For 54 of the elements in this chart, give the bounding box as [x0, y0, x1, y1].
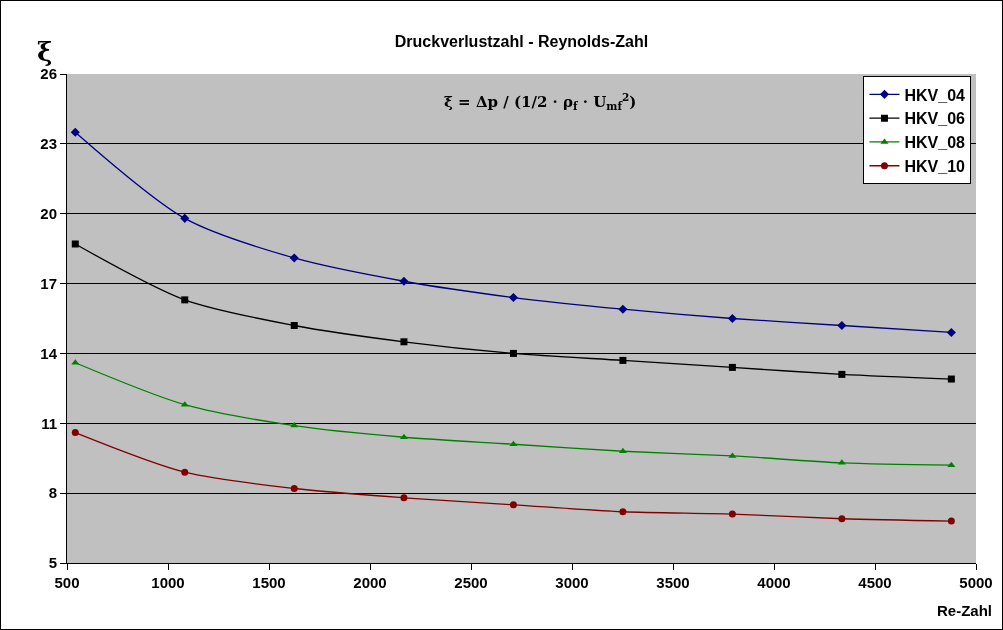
point — [399, 433, 408, 440]
point — [400, 338, 408, 346]
legend-label: HKV_08 — [904, 134, 966, 152]
point — [290, 484, 298, 492]
chart-title: Druckverlustzahl - Reynolds-Zahl — [394, 33, 649, 51]
x-tick-label: 3500 — [656, 574, 690, 591]
point — [400, 494, 408, 502]
point — [508, 292, 518, 303]
point — [181, 468, 189, 476]
y-tick-label: 23 — [40, 135, 57, 153]
x-tick-label: 2000 — [353, 574, 387, 591]
y-axis-title: ξ — [37, 37, 53, 67]
x-tick-label: 500 — [54, 574, 80, 591]
point — [837, 320, 847, 331]
point — [509, 501, 517, 509]
y-tick-label: 14 — [40, 344, 58, 362]
point — [70, 127, 80, 137]
annotation: ξ = Δp / (1/2 · ρ$_{f}$ · U$_{mf}$$^{2}$) — [444, 91, 637, 113]
x-tick-label: 2500 — [454, 574, 488, 591]
legend-label: HKV_04 — [904, 86, 966, 104]
x-tick-label: 4000 — [757, 574, 791, 591]
y-tick-label: 20 — [40, 204, 57, 222]
x-tick-label: 3000 — [555, 574, 589, 591]
point — [838, 515, 846, 523]
x-tick-label: 5000 — [959, 574, 993, 591]
y-tick-label: 11 — [41, 414, 57, 432]
point — [947, 375, 955, 383]
point — [180, 213, 190, 223]
point — [947, 517, 955, 525]
point — [399, 276, 409, 286]
point — [838, 370, 846, 378]
point — [181, 296, 189, 304]
x-tick-label: 1500 — [252, 574, 286, 591]
legend-label: HKV_10 — [904, 157, 966, 175]
y-tick-label: 26 — [40, 65, 57, 83]
point — [71, 429, 79, 437]
point — [509, 349, 517, 357]
y-tick-label: 17 — [40, 274, 57, 292]
point — [71, 240, 79, 248]
point — [946, 327, 956, 338]
y-tick-label: 8 — [48, 484, 57, 502]
x-axis-title: Re-Zahl — [937, 602, 993, 619]
x-tick-label: 1000 — [151, 574, 185, 591]
point — [619, 508, 627, 516]
point — [727, 313, 737, 324]
y-tick-label: 5 — [48, 554, 57, 572]
x-tick-label: 4500 — [858, 574, 892, 591]
point — [289, 253, 299, 263]
point — [728, 363, 736, 371]
point — [618, 304, 628, 314]
point — [728, 510, 736, 518]
legend-label: HKV_06 — [904, 110, 966, 128]
point — [290, 321, 298, 329]
point — [619, 356, 627, 364]
